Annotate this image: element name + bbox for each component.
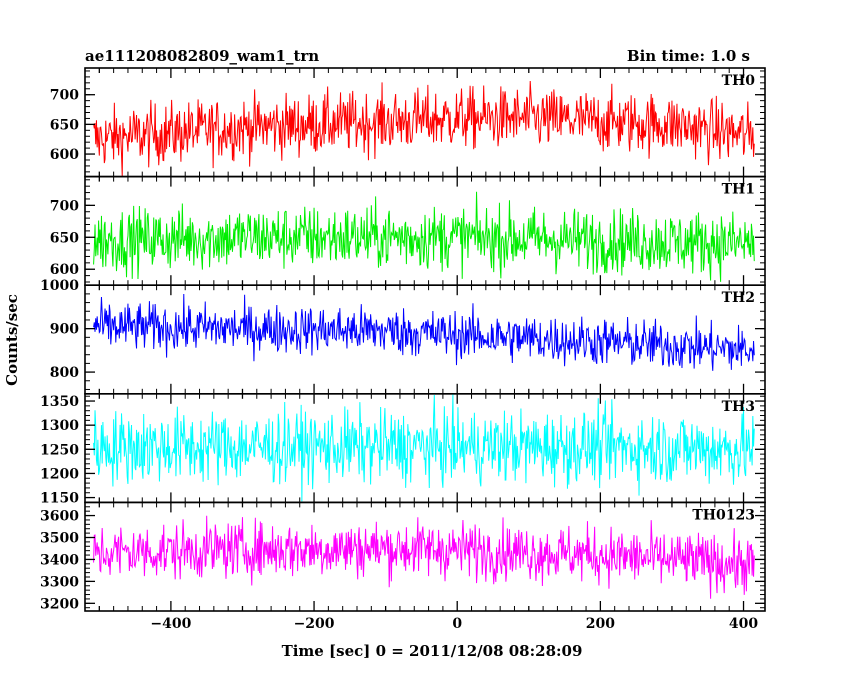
- series-line-th1: [93, 191, 755, 282]
- y-tick-label: 600: [50, 262, 79, 278]
- y-axis-label: Counts/sec: [3, 294, 21, 386]
- panel-label-th1: TH1: [722, 182, 755, 198]
- y-tick-label: 700: [50, 88, 79, 104]
- y-tick-label: 1300: [40, 418, 79, 434]
- panel-label-th3: TH3: [722, 399, 755, 415]
- y-tick-label: 700: [50, 198, 79, 214]
- y-tick-label: 3500: [40, 531, 79, 547]
- x-tick-label: 0: [452, 616, 462, 632]
- chart-title-left: ae111208082809_wam1_trn: [85, 47, 319, 65]
- y-tick-label: 1350: [40, 394, 79, 410]
- y-tick-label: 1000: [40, 278, 79, 294]
- y-tick-label: 600: [50, 147, 79, 163]
- y-tick-label: 1150: [40, 491, 79, 507]
- panel-label-th0: TH0: [722, 73, 756, 89]
- y-tick-label: 900: [50, 322, 79, 338]
- y-tick-label: 1200: [40, 466, 79, 482]
- y-tick-label: 3400: [40, 552, 79, 568]
- x-tick-label: 200: [586, 616, 615, 632]
- series-line-th3: [93, 394, 755, 502]
- y-tick-label: 1250: [40, 442, 79, 458]
- x-tick-label: −200: [294, 616, 335, 632]
- y-tick-label: 650: [50, 117, 79, 133]
- panels-group: TH0 600 650 700 TH1 600 650 700 TH2 800 900 1000 TH3…: [40, 67, 766, 632]
- x-axis-label: Time [sec] 0 = 2011/12/08 08:28:09: [282, 642, 583, 660]
- panel-label-th2: TH2: [722, 290, 755, 306]
- x-tick-label: 400: [729, 616, 758, 632]
- series-line-th0123: [93, 515, 755, 599]
- y-tick-label: 3300: [40, 574, 79, 590]
- y-tick-label: 650: [50, 230, 79, 246]
- y-tick-label: 3600: [40, 509, 79, 525]
- chart-title-right: Bin time: 1.0 s: [627, 47, 750, 65]
- panel-frame-th0123: [84, 501, 766, 612]
- series-line-th2: [93, 294, 755, 371]
- panel-label-th0123: TH0123: [692, 507, 755, 523]
- series-line-th0: [93, 81, 755, 177]
- y-tick-label: 3200: [40, 596, 79, 612]
- panel-frame-th0: [84, 67, 766, 178]
- x-tick-label: −400: [150, 616, 191, 632]
- y-tick-label: 800: [50, 365, 79, 381]
